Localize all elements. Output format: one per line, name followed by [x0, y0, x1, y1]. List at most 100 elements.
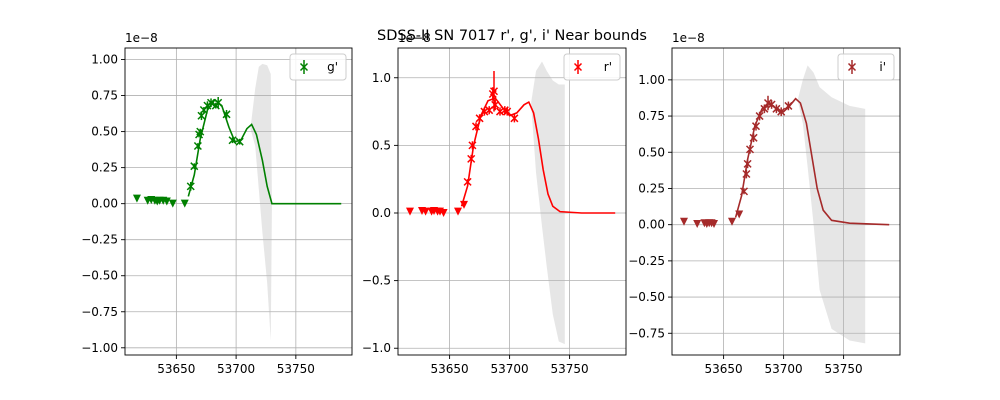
- panel-g-ytick-label-6: 0.50: [91, 125, 118, 139]
- panel-i-ytick-label-4: 0.25: [638, 181, 665, 195]
- panel-i-detection-11: [777, 107, 786, 117]
- panel-r-xtick-label-1: 53700: [491, 362, 529, 376]
- panel-i-detection-0: [739, 187, 749, 196]
- panel-r-detection-12: [503, 107, 512, 116]
- panel-i-offset-label: 1e−8: [672, 31, 705, 45]
- panel-i-detection-6: [755, 111, 764, 121]
- panel-i-detection-2: [743, 159, 752, 169]
- panel-g: 53650 53700 53750 −1.00 −0.75 −0.50 −0.25 0.00 0…: [81, 31, 353, 376]
- panel-g-marker-b-11: [222, 110, 231, 119]
- panel-g-detection-0: [186, 182, 195, 191]
- panel-r-marker-b-3: [471, 122, 481, 131]
- panel-g-marker-b-1: [190, 162, 199, 171]
- panel-i-marker-b-4: [749, 133, 758, 142]
- panel-r-xtick-label-2: 53750: [551, 362, 589, 376]
- panel-r-model-line: [460, 97, 616, 214]
- panel-r-upper-limit-7: [439, 208, 448, 217]
- panel-r-marker-b-0: [463, 177, 472, 186]
- panel-r-marker-b-8: [489, 87, 499, 96]
- panel-i-ytick-label-2: −0.25: [628, 254, 665, 268]
- panel-g-detection-11: [222, 109, 231, 119]
- panel-g-ytick-label-7: 0.75: [91, 89, 118, 103]
- panel-g-upper-limit-7: [162, 197, 171, 206]
- panel-r-offset-label: 1e−8: [398, 31, 431, 45]
- panel-i-upper-limit-0: [680, 217, 688, 226]
- panel-r-detection-4: [475, 114, 484, 123]
- panel-g-legend-label: g': [327, 60, 338, 74]
- panel-r-detection-3: [471, 122, 481, 131]
- panel-g-marker-b-0: [186, 182, 195, 191]
- panel-r-ytick-label-4: 1.0: [372, 71, 391, 85]
- panel-i-detection-3: [745, 145, 755, 154]
- panel-g-detection-1: [190, 162, 199, 171]
- panel-g-marker-b-2: [193, 141, 202, 151]
- panel-i-legend-marker-b: [847, 62, 857, 72]
- panel-r-marker-b-2: [468, 141, 477, 150]
- panel-r-axes-frame: [397, 47, 627, 356]
- panel-g-detection-12: [228, 136, 237, 145]
- panel-g-marker-b-12: [228, 136, 237, 145]
- panel-i-marker-b-6: [755, 112, 764, 121]
- panel-i-marker-b-8: [763, 98, 773, 108]
- panel-i-legend: i': [837, 53, 895, 81]
- panel-i-xtick-label-2: 53750: [825, 362, 863, 376]
- panel-g-upper-limit-0: [132, 194, 141, 203]
- panel-r-detection-0: [463, 177, 472, 186]
- panel-g-detection-8: [206, 98, 216, 108]
- panel-i-marker-b-0: [739, 187, 749, 196]
- panel-i-detection-10: [772, 104, 781, 114]
- panel-r-detection-1: [467, 154, 476, 163]
- panel-r-ytick-label-0: −1.0: [362, 341, 391, 355]
- panel-r-upper-limit-2: [421, 207, 430, 216]
- panel-g-detection-13: [235, 137, 244, 146]
- panel-r-upper-limit-8: [454, 207, 462, 216]
- panel-r-detection-5: [480, 107, 489, 116]
- panel-r-detection-2: [468, 141, 477, 150]
- panel-g-marker-b-5: [197, 111, 206, 120]
- panel-r-xtick-label-0: 53650: [431, 362, 469, 376]
- panel-r: 53650 53700 53750 −1.0 −0.5 0.0 0.5 1.0 1e−8 r': [362, 31, 627, 376]
- panel-i-upper-limit-7: [728, 217, 736, 226]
- panel-i-xtick-label-0: 53650: [705, 362, 743, 376]
- panel-g-marker-b-4: [196, 127, 205, 136]
- panel-i-marker-b-9: [767, 100, 776, 109]
- panel-i-detection-1: [742, 169, 751, 179]
- panel-i-marker-b-11: [777, 107, 786, 116]
- panel-i-upper-limit-1: [693, 219, 702, 228]
- panel-i-marker-b-12: [784, 101, 793, 110]
- panel-i-marker-b-1: [742, 169, 751, 179]
- panel-i-model-line: [734, 97, 890, 226]
- panel-i-marker-b-10: [772, 104, 781, 113]
- panel-g-ytick-label-4: 0.00: [91, 197, 118, 211]
- panel-i-upper-limit-8: [735, 210, 744, 219]
- panel-g-axes-frame: [124, 47, 353, 356]
- panel-i-marker-b-3: [745, 145, 755, 154]
- panel-r-marker-b-5: [480, 107, 489, 116]
- panel-r-marker-b-9: [491, 100, 500, 109]
- panel-i-marker-b-7: [760, 104, 769, 113]
- panel-r-upper-limit-9: [460, 200, 468, 209]
- panel-r-ytick-label-3: 0.5: [372, 138, 391, 152]
- panel-r-upper-limit-0: [406, 207, 414, 216]
- panel-r-detection-10: [495, 107, 505, 116]
- panel-r-marker-b-13: [510, 114, 519, 123]
- panel-g-detection-4: [196, 127, 205, 136]
- panel-g-detection-10: [214, 97, 223, 109]
- panel-g-marker-b-8: [206, 98, 216, 107]
- panel-i-ytick-label-7: 1.00: [638, 73, 665, 87]
- panel-g-marker-b-10: [214, 98, 223, 107]
- panel-g-xtick-label-1: 53700: [217, 362, 255, 376]
- panel-i: 53650 53700 53750 −0.75 −0.50 −0.25 0.00 0.25 0.…: [628, 31, 901, 376]
- panel-g-xtick-label-2: 53750: [277, 362, 315, 376]
- panel-r-detection-9: [491, 99, 500, 111]
- panel-g-upper-limit-8: [168, 199, 177, 208]
- panel-i-ytick-label-1: −0.50: [628, 290, 665, 304]
- panel-i-axes-frame: [671, 47, 901, 356]
- panel-r-uncertainty-band: [531, 61, 565, 345]
- panel-i-ytick-label-5: 0.50: [638, 145, 665, 159]
- panel-r-detection-8: [489, 70, 499, 112]
- panel-g-ytick-label-8: 1.00: [91, 53, 118, 67]
- panel-i-marker-b-2: [743, 159, 752, 168]
- panel-g-legend-marker-b: [299, 62, 309, 72]
